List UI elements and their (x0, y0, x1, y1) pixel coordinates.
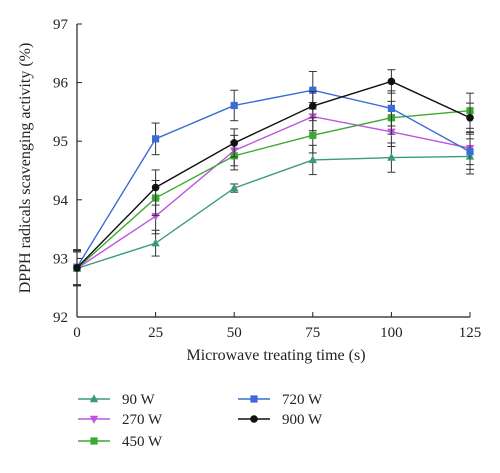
data-point (230, 139, 238, 147)
x-tick-label: 100 (380, 325, 403, 341)
series-900-w (73, 69, 474, 286)
data-point (387, 77, 396, 86)
x-tick-label: 50 (227, 325, 242, 341)
data-point (230, 183, 239, 192)
series-720-w (73, 70, 474, 286)
legend-item-720-w: 720 W (238, 392, 323, 408)
x-tick-label: 75 (305, 325, 320, 341)
y-tick-label: 94 (53, 193, 69, 209)
legend-item-900-w: 900 W (238, 412, 323, 428)
data-point (230, 101, 238, 110)
data-point (309, 102, 317, 110)
y-axis-title: DPPH radicals scavenging activity (%) (17, 43, 34, 294)
legend-label: 90 W (122, 392, 155, 408)
x-tick-label: 125 (459, 325, 482, 341)
data-point (309, 131, 317, 139)
legend-swatch-marker (90, 437, 98, 445)
data-point (466, 148, 474, 156)
legend: 90 W 270 W 450 W 720 W 900 W (78, 392, 323, 450)
legend-item-270-w: 270 W (78, 412, 163, 428)
legend-swatch-marker (250, 395, 258, 403)
x-tick-label: 25 (148, 325, 163, 341)
data-point (466, 113, 474, 122)
series-270-w (72, 102, 475, 287)
tick-labels: 0 25 50 75 100 125 92 93 94 95 96 97 (53, 17, 481, 341)
data-point (151, 183, 160, 192)
y-tick-label: 96 (53, 76, 69, 92)
data-point (73, 263, 81, 272)
series-line (76, 155, 471, 270)
legend-item-450-w: 450 W (78, 434, 163, 450)
series-line (76, 115, 471, 269)
x-tick-label: 0 (73, 325, 81, 341)
y-tick-label: 92 (53, 310, 68, 326)
y-tick-label: 95 (53, 134, 68, 150)
data-point (309, 86, 317, 94)
legend-item-90-w: 90 W (78, 392, 155, 408)
y-tick-label: 93 (53, 251, 68, 267)
legend-swatch-marker (250, 415, 258, 423)
data-point (151, 213, 160, 221)
data-point (387, 104, 395, 112)
legend-swatch-marker (89, 394, 99, 403)
legend-label: 450 W (122, 434, 163, 450)
data-point (308, 155, 317, 164)
series-line (76, 80, 471, 269)
y-tick-label: 97 (53, 17, 69, 33)
series-450-w (73, 92, 474, 286)
legend-label: 270 W (122, 412, 163, 428)
series-90-w (72, 138, 475, 286)
series-layer (72, 69, 475, 287)
series-line (76, 89, 471, 268)
series-line (76, 110, 471, 269)
legend-swatch-marker (89, 415, 99, 424)
legend-label: 720 W (282, 392, 323, 408)
legend-label: 900 W (282, 412, 323, 428)
data-point (151, 238, 160, 247)
x-axis-title: Microwave treating time (s) (186, 347, 365, 364)
data-point (152, 135, 160, 143)
data-point (387, 152, 396, 161)
